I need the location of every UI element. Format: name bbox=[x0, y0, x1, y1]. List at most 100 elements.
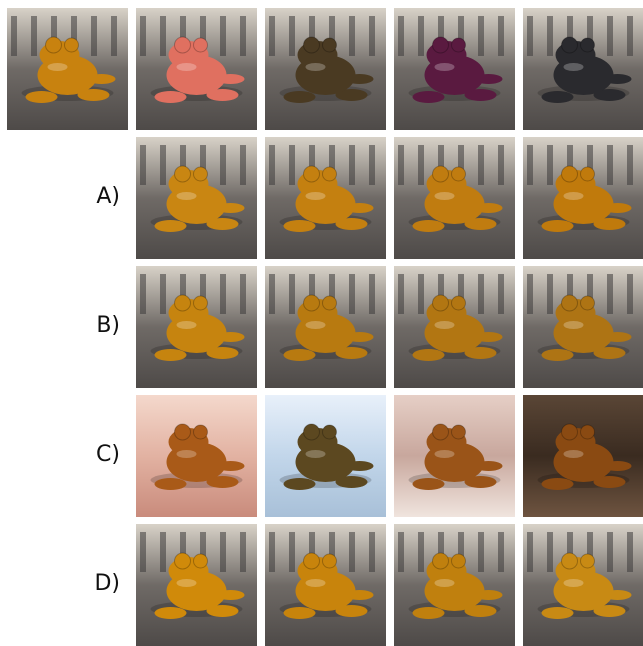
column bbox=[140, 532, 146, 572]
column bbox=[607, 532, 613, 572]
column bbox=[269, 16, 275, 56]
leg bbox=[593, 476, 626, 488]
highlight bbox=[176, 450, 197, 458]
eye bbox=[561, 36, 578, 54]
render-image bbox=[394, 524, 515, 646]
column bbox=[140, 16, 146, 56]
column bbox=[458, 532, 464, 572]
column bbox=[329, 532, 335, 572]
highlight bbox=[563, 579, 584, 587]
leg bbox=[335, 218, 368, 230]
column bbox=[498, 274, 504, 314]
eye bbox=[561, 294, 578, 312]
column bbox=[567, 532, 573, 572]
render-image bbox=[136, 8, 257, 130]
column bbox=[140, 145, 146, 185]
highlight bbox=[305, 321, 326, 329]
eye bbox=[303, 294, 320, 312]
column bbox=[309, 274, 315, 314]
column bbox=[547, 145, 553, 185]
column bbox=[220, 274, 226, 314]
column bbox=[567, 16, 573, 56]
leg bbox=[206, 347, 239, 359]
column bbox=[200, 532, 206, 572]
eye bbox=[303, 165, 320, 183]
render-image bbox=[136, 137, 257, 259]
eye bbox=[322, 295, 337, 311]
column bbox=[587, 16, 593, 56]
eye bbox=[432, 36, 449, 54]
column bbox=[289, 532, 295, 572]
eye bbox=[322, 553, 337, 569]
leg bbox=[206, 218, 239, 230]
leg bbox=[77, 89, 110, 101]
column bbox=[418, 532, 424, 572]
frog bbox=[537, 423, 632, 490]
column bbox=[498, 16, 504, 56]
leg bbox=[335, 476, 368, 488]
leg bbox=[593, 89, 626, 101]
highlight bbox=[563, 321, 584, 329]
column bbox=[269, 274, 275, 314]
column bbox=[289, 145, 295, 185]
eye bbox=[193, 166, 208, 182]
render-image bbox=[523, 266, 643, 388]
eye bbox=[580, 424, 595, 440]
leg bbox=[541, 478, 574, 490]
highlight bbox=[434, 63, 455, 71]
highlight bbox=[176, 192, 197, 200]
eye bbox=[432, 423, 449, 441]
column bbox=[160, 16, 166, 56]
leg bbox=[154, 607, 187, 619]
eye bbox=[303, 36, 320, 54]
column bbox=[567, 145, 573, 185]
render-image bbox=[523, 137, 643, 259]
column bbox=[240, 145, 246, 185]
eye bbox=[580, 166, 595, 182]
column bbox=[547, 16, 553, 56]
column bbox=[418, 274, 424, 314]
row-label: A) bbox=[96, 184, 120, 209]
eye bbox=[451, 424, 466, 440]
highlight bbox=[176, 63, 197, 71]
eye bbox=[45, 36, 62, 54]
column bbox=[329, 145, 335, 185]
column bbox=[220, 145, 226, 185]
eye bbox=[432, 294, 449, 312]
leg bbox=[541, 220, 574, 232]
highlight bbox=[434, 450, 455, 458]
column bbox=[200, 274, 206, 314]
column bbox=[180, 16, 186, 56]
highlight bbox=[176, 321, 197, 329]
column bbox=[478, 532, 484, 572]
leg bbox=[335, 347, 368, 359]
eye bbox=[561, 552, 578, 570]
eye bbox=[193, 295, 208, 311]
eye bbox=[193, 37, 208, 53]
column bbox=[438, 16, 444, 56]
frog bbox=[408, 423, 503, 490]
render-image bbox=[265, 8, 386, 130]
leg bbox=[464, 476, 497, 488]
leg bbox=[154, 220, 187, 232]
column bbox=[527, 532, 533, 572]
frog bbox=[279, 423, 374, 490]
eye bbox=[193, 553, 208, 569]
column bbox=[180, 274, 186, 314]
column bbox=[349, 274, 355, 314]
column bbox=[329, 274, 335, 314]
column bbox=[458, 16, 464, 56]
highlight bbox=[176, 579, 197, 587]
leg bbox=[412, 91, 445, 103]
frog bbox=[150, 36, 245, 103]
render-image bbox=[523, 8, 643, 130]
frog bbox=[150, 552, 245, 619]
leg bbox=[206, 476, 239, 488]
eye bbox=[580, 295, 595, 311]
eye bbox=[432, 165, 449, 183]
column bbox=[587, 532, 593, 572]
frog bbox=[150, 165, 245, 232]
leg bbox=[335, 605, 368, 617]
column bbox=[220, 16, 226, 56]
eye bbox=[580, 553, 595, 569]
